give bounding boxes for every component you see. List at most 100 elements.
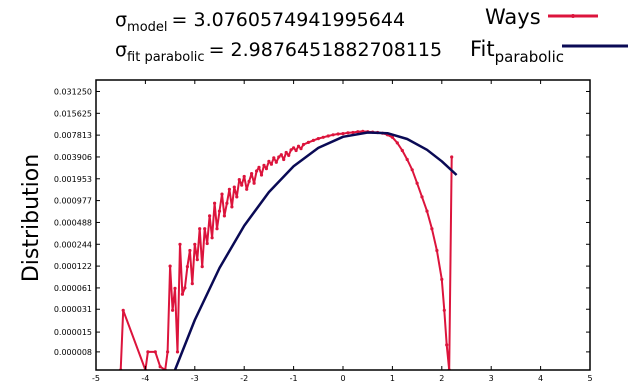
x-tick-label: -2	[240, 374, 248, 383]
x-tick-label: 5	[587, 374, 592, 383]
data-point-ways	[255, 169, 259, 173]
data-point-ways	[121, 308, 125, 312]
data-point-ways	[430, 227, 434, 231]
y-axis-label: Distribution	[19, 154, 44, 282]
data-point-ways	[287, 153, 291, 157]
data-point-ways	[292, 146, 296, 150]
data-point-ways	[225, 201, 229, 205]
x-tick-label: -4	[141, 374, 149, 383]
data-point-ways	[262, 163, 266, 167]
data-point-ways	[442, 308, 446, 312]
series-line-ways	[119, 130, 453, 370]
legend-label-fit: Fitparabolic	[470, 37, 564, 66]
data-point-ways	[247, 179, 251, 183]
data-point-ways	[146, 350, 150, 354]
x-tick-label: 3	[489, 374, 494, 383]
data-point-ways	[215, 227, 219, 231]
data-point-ways	[296, 144, 301, 148]
y-tick-label: 0.000015	[54, 328, 92, 337]
data-point-ways	[213, 201, 217, 205]
data-point-ways	[272, 156, 276, 160]
data-point-ways	[250, 172, 254, 176]
series-fit-parabolic	[173, 131, 458, 370]
data-point-ways	[311, 138, 315, 142]
data-point-ways	[279, 153, 283, 157]
data-point-ways	[227, 187, 231, 191]
data-point-ways	[178, 242, 182, 246]
data-point-ways	[205, 241, 209, 246]
x-tick-label: -1	[290, 374, 298, 383]
data-point-ways	[400, 148, 404, 153]
data-point-ways	[158, 365, 162, 369]
data-point-ways	[259, 173, 264, 177]
data-point-ways	[440, 277, 444, 281]
y-tick-label: 0.000122	[54, 262, 92, 271]
data-point-ways	[166, 350, 170, 354]
data-point-ways	[190, 282, 194, 286]
data-point-ways	[217, 209, 222, 213]
data-point-ways	[425, 209, 429, 213]
y-tick-label: 0.000488	[54, 218, 92, 227]
data-point-ways	[153, 350, 157, 354]
data-point-ways	[331, 133, 335, 137]
data-point-ways	[195, 258, 199, 262]
data-point-ways	[264, 167, 268, 171]
data-point-ways	[171, 308, 175, 312]
data-point-ways	[252, 181, 256, 185]
data-point-ways	[405, 157, 409, 162]
data-point-ways	[235, 195, 239, 199]
data-point-ways	[200, 265, 204, 269]
data-point-ways	[193, 242, 197, 246]
data-point-ways	[175, 350, 180, 354]
x-tick-label: 1	[390, 374, 395, 383]
data-point-ways	[277, 155, 281, 159]
data-point-ways	[435, 248, 439, 253]
data-point-ways	[420, 195, 424, 199]
data-point-ways	[390, 135, 394, 139]
data-point-ways	[168, 264, 172, 268]
data-point-ways	[306, 140, 310, 144]
data-point-ways	[445, 343, 449, 347]
y-tick-label: 0.000008	[54, 348, 92, 357]
data-point-ways	[356, 130, 360, 134]
sigma-fit-annotation: σfit parabolic = 2.9876451882708115	[115, 39, 442, 65]
data-point-ways	[395, 141, 399, 145]
data-point-ways	[173, 286, 177, 290]
data-point-ways	[274, 160, 278, 164]
plot-area	[119, 129, 458, 370]
y-tick-label: 0.003906	[54, 153, 92, 162]
data-point-ways	[410, 168, 414, 172]
y-tick-label: 0.000977	[54, 197, 92, 206]
data-point-ways	[237, 178, 241, 182]
data-point-ways	[188, 248, 192, 253]
plot-frame	[95, 79, 591, 371]
x-tick-label: 2	[439, 374, 444, 383]
data-point-ways	[321, 135, 325, 139]
y-tick-label: 0.031250	[54, 87, 92, 96]
data-point-ways	[267, 159, 271, 163]
data-point-ways	[341, 132, 345, 136]
y-tick-label: 0.001953	[54, 175, 92, 184]
data-point-ways	[208, 214, 212, 218]
data-point-ways	[230, 205, 234, 209]
x-tick-label: -5	[92, 374, 100, 383]
data-point-ways	[450, 155, 454, 159]
y-tick-label: 0.007813	[54, 131, 92, 140]
legend-label-ways: Ways	[485, 5, 541, 29]
data-point-ways	[301, 142, 306, 147]
data-point-ways	[232, 185, 236, 189]
series-line-fit-parabolic	[173, 131, 458, 370]
axes: -5 -4 -3 -2 -1 0 1 2 3 4 5 0.031250 0.015625 0.007813…	[54, 79, 593, 383]
data-point-ways	[299, 147, 303, 151]
data-point-ways	[240, 183, 244, 187]
series-ways	[119, 129, 454, 370]
data-point-ways	[284, 150, 288, 155]
y-tick-label: 0.000061	[54, 284, 92, 293]
x-tick-label: 4	[538, 374, 543, 383]
y-tick-label: 0.000244	[54, 240, 92, 249]
data-point-ways	[336, 132, 340, 136]
data-point-ways	[180, 292, 184, 296]
sigma-model-annotation: σmodel = 3.0760574941995644	[115, 9, 405, 35]
data-point-ways	[203, 227, 207, 231]
